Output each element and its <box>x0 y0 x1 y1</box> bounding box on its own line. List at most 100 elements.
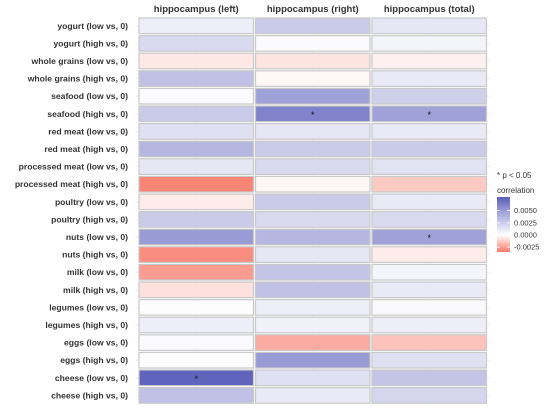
heatmap-cell <box>254 193 371 211</box>
heatmap-cell <box>254 52 371 70</box>
heatmap-cell <box>254 369 371 387</box>
significance-note: * p < 0.05 <box>497 171 532 180</box>
heatmap-cell <box>371 228 488 246</box>
legend-tick-label: -0.0025 <box>514 243 539 252</box>
heatmap-cell <box>371 52 488 70</box>
heatmap-cell <box>371 175 488 193</box>
significance-marker: * <box>427 233 431 243</box>
heatmap-cell <box>138 281 255 299</box>
heatmap-cell <box>254 87 371 105</box>
row-label: whole grains (low vs, 0) <box>31 56 129 66</box>
heatmap-cell <box>138 52 255 70</box>
heatmap-cell <box>138 70 255 88</box>
heatmap-cell <box>254 263 371 281</box>
heatmap-cell <box>138 369 255 387</box>
row-label: poultry (high vs, 0) <box>51 214 128 224</box>
heatmap-cell <box>371 299 488 316</box>
row-label: poultry (low vs, 0) <box>55 197 128 207</box>
heatmap-cell <box>138 263 255 281</box>
column-label: hippocampus (left) <box>154 4 239 15</box>
row-label: milk (low vs, 0) <box>67 267 128 277</box>
heatmap-cell <box>254 281 371 299</box>
significance-markers: * * * * <box>194 110 431 384</box>
row-labels: yogurt (low vs, 0) yogurt (high vs, 0) who… <box>15 21 128 401</box>
legend-tick-label: 0.0000 <box>514 230 537 239</box>
heatmap-cell <box>371 211 488 228</box>
heatmap-cell <box>254 122 371 140</box>
heatmap-cell <box>254 351 371 369</box>
heatmap-cell <box>254 228 371 246</box>
heatmap-cell <box>138 193 255 211</box>
row-label: seafood (high vs, 0) <box>47 109 128 119</box>
heatmap-cell <box>138 140 255 158</box>
row-label: milk (high vs, 0) <box>63 285 128 295</box>
row-label: cheese (low vs, 0) <box>55 373 128 383</box>
heatmap-cell <box>371 281 488 299</box>
row-label: legumes (low vs, 0) <box>49 302 128 312</box>
heatmap-cell <box>138 316 255 334</box>
row-label: cheese (high vs, 0) <box>51 390 128 400</box>
heatmap-cell <box>254 316 371 334</box>
heatmap-cell <box>138 105 255 123</box>
heatmap-cell <box>254 70 371 88</box>
legend-ticks: 0.0050 0.0025 0.0000 -0.0025 <box>497 206 539 252</box>
heatmap-cell <box>138 246 255 264</box>
row-label: eggs (high vs, 0) <box>60 355 128 365</box>
heatmap-cell <box>138 87 255 105</box>
heatmap-cell <box>371 140 488 158</box>
row-label: nuts (low vs, 0) <box>66 232 128 242</box>
heatmap-cell <box>138 211 255 228</box>
legend-tick-label: 0.0025 <box>514 218 537 227</box>
heatmap-cell <box>371 246 488 264</box>
row-label: nuts (high vs, 0) <box>62 250 128 260</box>
row-label: red meat (low vs, 0) <box>48 126 128 136</box>
heatmap-cell <box>371 70 488 88</box>
row-label: yogurt (high vs, 0) <box>54 38 129 48</box>
heatmap-cell <box>254 334 371 351</box>
significance-marker: * <box>311 110 315 120</box>
column-label: hippocampus (total) <box>384 4 475 15</box>
heatmap-cells <box>138 17 488 404</box>
heatmap-cell <box>254 246 371 264</box>
row-label: eggs (low vs, 0) <box>64 338 128 348</box>
heatmap-cell <box>371 334 488 351</box>
row-label: processed meat (high vs, 0) <box>15 179 128 189</box>
legend-title: correlation <box>497 186 534 195</box>
column-label: hippocampus (right) <box>267 4 359 15</box>
legend-tick-label: 0.0050 <box>514 206 537 215</box>
heatmap-cell <box>254 140 371 158</box>
heatmap-cell <box>138 175 255 193</box>
heatmap-cell <box>371 387 488 404</box>
heatmap-cell <box>138 17 255 35</box>
heatmap-cell <box>254 105 371 123</box>
heatmap-cell <box>254 299 371 316</box>
heatmap-cell <box>138 228 255 246</box>
heatmap-cell <box>254 17 371 35</box>
heatmap-cell <box>138 122 255 140</box>
heatmap-cell <box>254 387 371 404</box>
heatmap-cell <box>254 211 371 228</box>
significance-marker: * <box>194 374 198 384</box>
heatmap-cell <box>138 299 255 316</box>
legend-colorbar <box>497 197 510 252</box>
heatmap-cell <box>371 263 488 281</box>
legend: * p < 0.05 correlation 0.0050 0.0025 0.000… <box>497 171 539 252</box>
heatmap-cell <box>138 34 255 52</box>
row-label: processed meat (low vs, 0) <box>19 162 129 172</box>
heatmap-cell <box>371 122 488 140</box>
heatmap-cell <box>254 158 371 176</box>
heatmap-cell <box>138 158 255 176</box>
heatmap-cell <box>371 105 488 123</box>
heatmap-cell <box>254 34 371 52</box>
heatmap-cell <box>371 316 488 334</box>
significance-marker: * <box>427 110 431 120</box>
heatmap-cell <box>138 334 255 351</box>
heatmap-cell <box>371 369 488 387</box>
heatmap-cell <box>371 17 488 35</box>
heatmap-cell <box>138 351 255 369</box>
column-labels: hippocampus (left) hippocampus (right) hip… <box>154 4 475 15</box>
heatmap-cell <box>371 87 488 105</box>
heatmap-cell <box>138 387 255 404</box>
row-label: legumes (high vs, 0) <box>45 320 128 330</box>
